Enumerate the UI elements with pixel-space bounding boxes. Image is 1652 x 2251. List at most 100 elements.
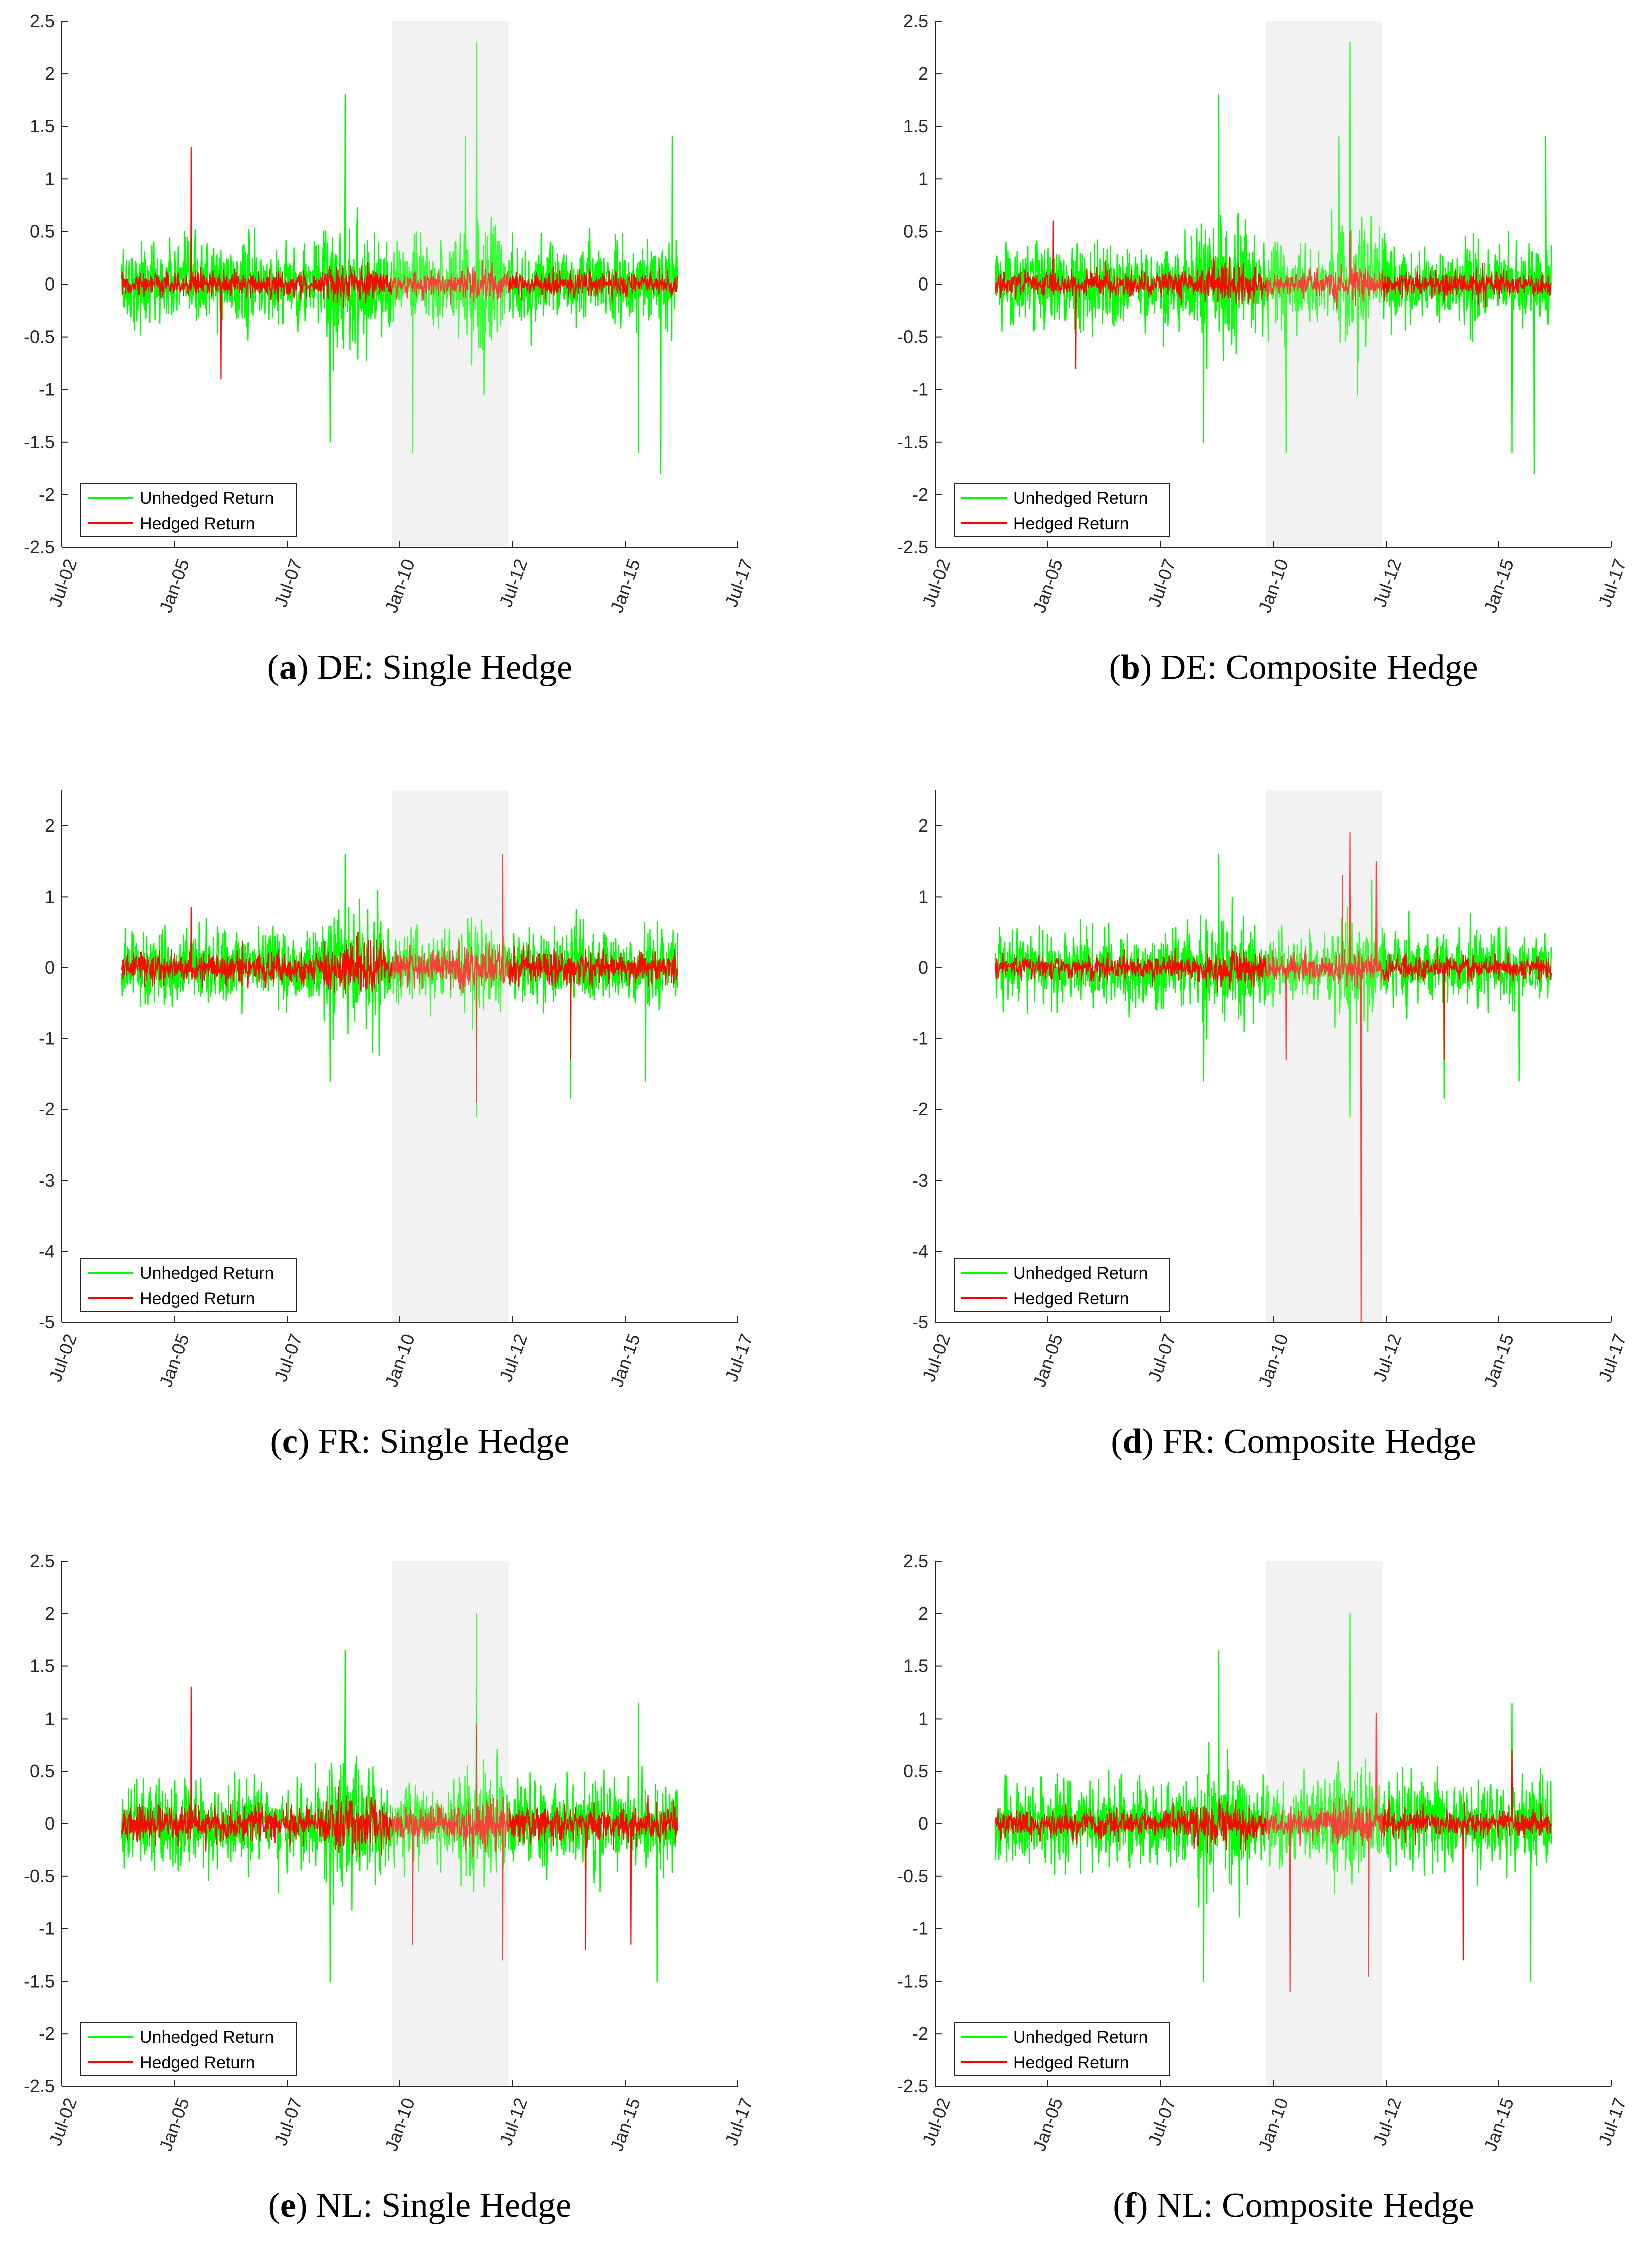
shaded-period-overlay xyxy=(392,1561,509,2086)
legend-box xyxy=(80,483,297,537)
x-tick-label: Jul-02 xyxy=(918,556,954,610)
y-tick-label: -5 xyxy=(39,1312,55,1332)
shaded-period xyxy=(1266,790,1383,1322)
legend-label-hedged: Hedged Return xyxy=(140,1289,255,1308)
y-tick-label: -1 xyxy=(912,1028,928,1049)
legend-label-unhedged: Unhedged Return xyxy=(140,1264,274,1283)
legend-label-hedged: Hedged Return xyxy=(140,514,255,533)
y-tick-label: 1.5 xyxy=(903,116,928,136)
panel-letter: e xyxy=(280,2186,296,2225)
shaded-period-overlay xyxy=(1266,21,1383,547)
x-tick-label: Jul-07 xyxy=(270,1331,306,1384)
x-tick-label: Jan-10 xyxy=(1254,556,1292,615)
x-tick-label: Jan-05 xyxy=(1029,556,1067,615)
y-tick-label: -5 xyxy=(912,1312,928,1332)
y-tick-label: -1.5 xyxy=(24,432,55,452)
shaded-period-overlay xyxy=(392,790,509,1322)
x-tick-label: Jul-02 xyxy=(45,2095,81,2148)
y-tick-label: 0 xyxy=(45,1813,55,1834)
legend: Unhedged Return Hedged Return xyxy=(80,483,297,537)
legend: Unhedged Return Hedged Return xyxy=(954,1258,1170,1312)
hedged-return-line xyxy=(994,1713,1552,1993)
y-tick-label: -1 xyxy=(39,1028,55,1049)
y-tick-label: -2.5 xyxy=(24,537,55,557)
y-tick-label: 1.5 xyxy=(30,116,55,136)
y-tick-label: -2.5 xyxy=(897,537,928,557)
x-tick-label: Jul-17 xyxy=(1594,2095,1630,2148)
legend-box xyxy=(954,483,1170,537)
y-tick-label: -1 xyxy=(39,379,55,400)
panel-caption: (d) FR: Composite Hedge xyxy=(1111,1422,1476,1461)
y-tick-label: -1 xyxy=(912,379,928,400)
panel-caption-text: NL: Single Hedge xyxy=(316,2186,571,2225)
legend-box xyxy=(954,1258,1170,1312)
shaded-period xyxy=(392,790,509,1322)
y-tick-label: 1 xyxy=(918,168,928,189)
panel-letter: d xyxy=(1123,1422,1142,1461)
x-tick-label: Jul-02 xyxy=(45,1331,81,1384)
y-tick-label: 0.5 xyxy=(30,1761,55,1781)
panel-caption-text: FR: Single Hedge xyxy=(318,1422,570,1461)
x-tick-label: Jan-10 xyxy=(381,556,419,615)
x-tick-label: Jan-15 xyxy=(1480,556,1518,615)
chart-panel-f: -2.5 -2 -1.5 -1 -0.5 0 0.5 1 1.5 2 2.5 Jul-02 Jan-05… xyxy=(897,1551,1630,2225)
shaded-period-overlay xyxy=(392,21,509,547)
x-tick-label: Jul-02 xyxy=(918,1331,954,1384)
x-tick-label: Jan-05 xyxy=(1029,1331,1067,1390)
legend-box xyxy=(80,2022,297,2076)
x-tick-label: Jul-17 xyxy=(1594,1331,1630,1384)
y-tick-label: -2.5 xyxy=(24,2076,55,2096)
panel-letter: b xyxy=(1121,648,1140,687)
y-tick-label: 2 xyxy=(45,815,55,836)
legend: Unhedged Return Hedged Return xyxy=(954,483,1170,537)
panel-caption-text: DE: Single Hedge xyxy=(317,648,572,687)
panel-caption: (c) FR: Single Hedge xyxy=(270,1422,570,1461)
legend-label-unhedged: Unhedged Return xyxy=(140,489,274,508)
x-tick-label: Jul-12 xyxy=(1369,556,1405,610)
x-tick-label: Jan-15 xyxy=(606,556,644,615)
y-tick-label: 0 xyxy=(45,274,55,295)
y-tick-label: -2 xyxy=(39,1099,55,1119)
legend: Unhedged Return Hedged Return xyxy=(80,2022,297,2076)
y-tick-label: 1 xyxy=(918,1708,928,1729)
chart-panel-e: -2.5 -2 -1.5 -1 -0.5 0 0.5 1 1.5 2 2.5 Jul-02 Jan-05… xyxy=(24,1551,757,2225)
y-tick-label: -2.5 xyxy=(897,2076,928,2096)
x-tick-label: Jan-05 xyxy=(155,556,193,615)
y-tick-label: 2 xyxy=(45,1603,55,1624)
y-tick-label: -1.5 xyxy=(897,432,928,452)
y-tick-label: -1.5 xyxy=(897,1971,928,1991)
y-tick-label: -3 xyxy=(912,1170,928,1191)
y-tick-label: 0.5 xyxy=(903,1761,928,1781)
legend-label-unhedged: Unhedged Return xyxy=(1013,1264,1148,1283)
x-tick-label: Jul-07 xyxy=(1144,556,1180,610)
x-tick-label: Jul-12 xyxy=(1369,2095,1405,2148)
y-tick-label: -1 xyxy=(39,1918,55,1939)
panel-caption: (f) NL: Composite Hedge xyxy=(1113,2186,1474,2225)
y-tick-label: 0 xyxy=(918,957,928,978)
hedged-return-line xyxy=(121,1686,678,1961)
x-tick-label: Jan-10 xyxy=(1254,1331,1292,1390)
panel-letter: f xyxy=(1125,2186,1137,2225)
shaded-period-overlay xyxy=(1266,790,1383,1322)
x-tick-label: Jul-12 xyxy=(495,2095,531,2148)
legend-label-unhedged: Unhedged Return xyxy=(1013,2028,1148,2047)
hedged-return-line xyxy=(121,147,679,380)
panel-caption-text: DE: Composite Hedge xyxy=(1161,648,1478,687)
y-tick-label: -4 xyxy=(912,1241,928,1261)
panel-caption: (b) DE: Composite Hedge xyxy=(1109,648,1478,687)
y-tick-label: 2 xyxy=(45,63,55,84)
y-tick-label: 1 xyxy=(45,1708,55,1729)
legend-label-hedged: Hedged Return xyxy=(1013,2053,1129,2072)
y-tick-label: 2 xyxy=(918,815,928,836)
y-tick-label: 1 xyxy=(45,886,55,907)
y-tick-label: -1 xyxy=(912,1918,928,1939)
x-tick-label: Jul-17 xyxy=(721,2095,757,2148)
x-tick-label: Jul-07 xyxy=(270,556,306,610)
y-tick-label: 0 xyxy=(45,957,55,978)
hedged-return-line xyxy=(995,832,1552,1323)
y-tick-label: 0 xyxy=(918,274,928,295)
y-tick-label: 1.5 xyxy=(30,1656,55,1676)
x-tick-label: Jul-12 xyxy=(1369,1331,1405,1384)
y-tick-label: 2.5 xyxy=(903,1551,928,1571)
